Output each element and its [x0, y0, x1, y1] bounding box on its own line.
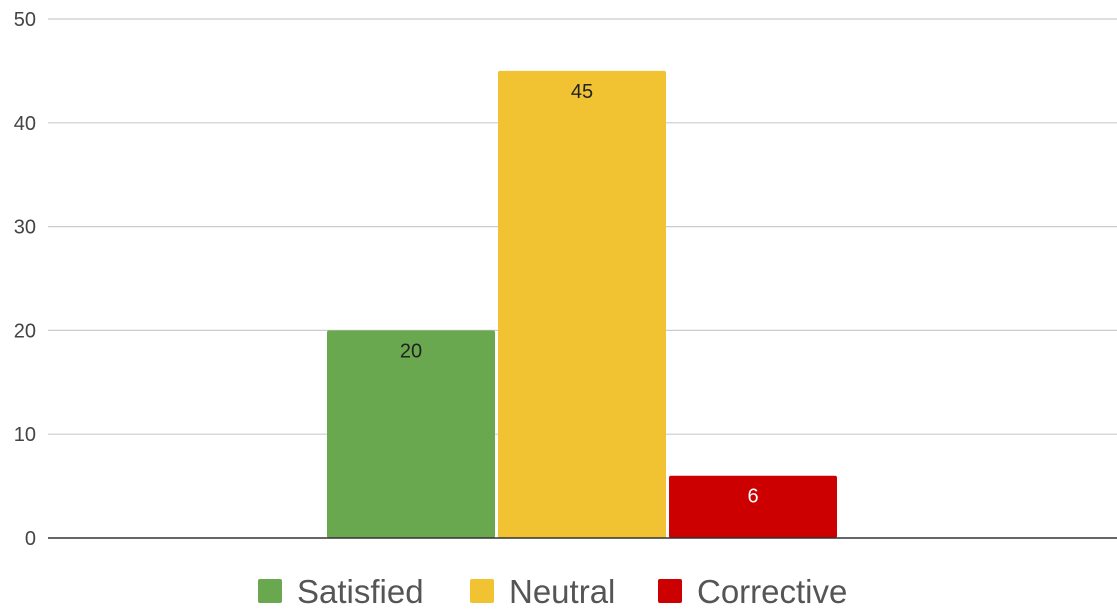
- legend: Satisfied Neutral Corrective: [258, 573, 847, 610]
- y-tick-label: 40: [14, 113, 36, 135]
- data-label-corrective: 6: [747, 486, 758, 508]
- data-label-satisfied: 20: [400, 340, 422, 362]
- y-tick-label: 10: [14, 424, 36, 446]
- bar-corrective: [669, 475, 837, 538]
- bars: [327, 70, 837, 539]
- legend-swatch-corrective: [658, 579, 682, 603]
- bar-satisfied: [327, 330, 495, 538]
- legend-label-neutral: Neutral: [509, 573, 615, 610]
- y-tick-label: 20: [14, 320, 36, 342]
- data-labels: 20 45 6: [400, 81, 759, 508]
- y-tick-label: 50: [14, 9, 36, 31]
- legend-swatch-neutral: [470, 579, 494, 603]
- legend-label-corrective: Corrective: [697, 573, 847, 610]
- y-tick-label: 0: [25, 528, 36, 550]
- y-axis-tick-labels: 0 10 20 30 40 50: [14, 9, 36, 550]
- legend-label-satisfied: Satisfied: [297, 573, 424, 610]
- legend-swatch-satisfied: [258, 579, 282, 603]
- y-tick-label: 30: [14, 217, 36, 239]
- bar-neutral: [498, 70, 666, 539]
- data-label-neutral: 45: [571, 81, 593, 103]
